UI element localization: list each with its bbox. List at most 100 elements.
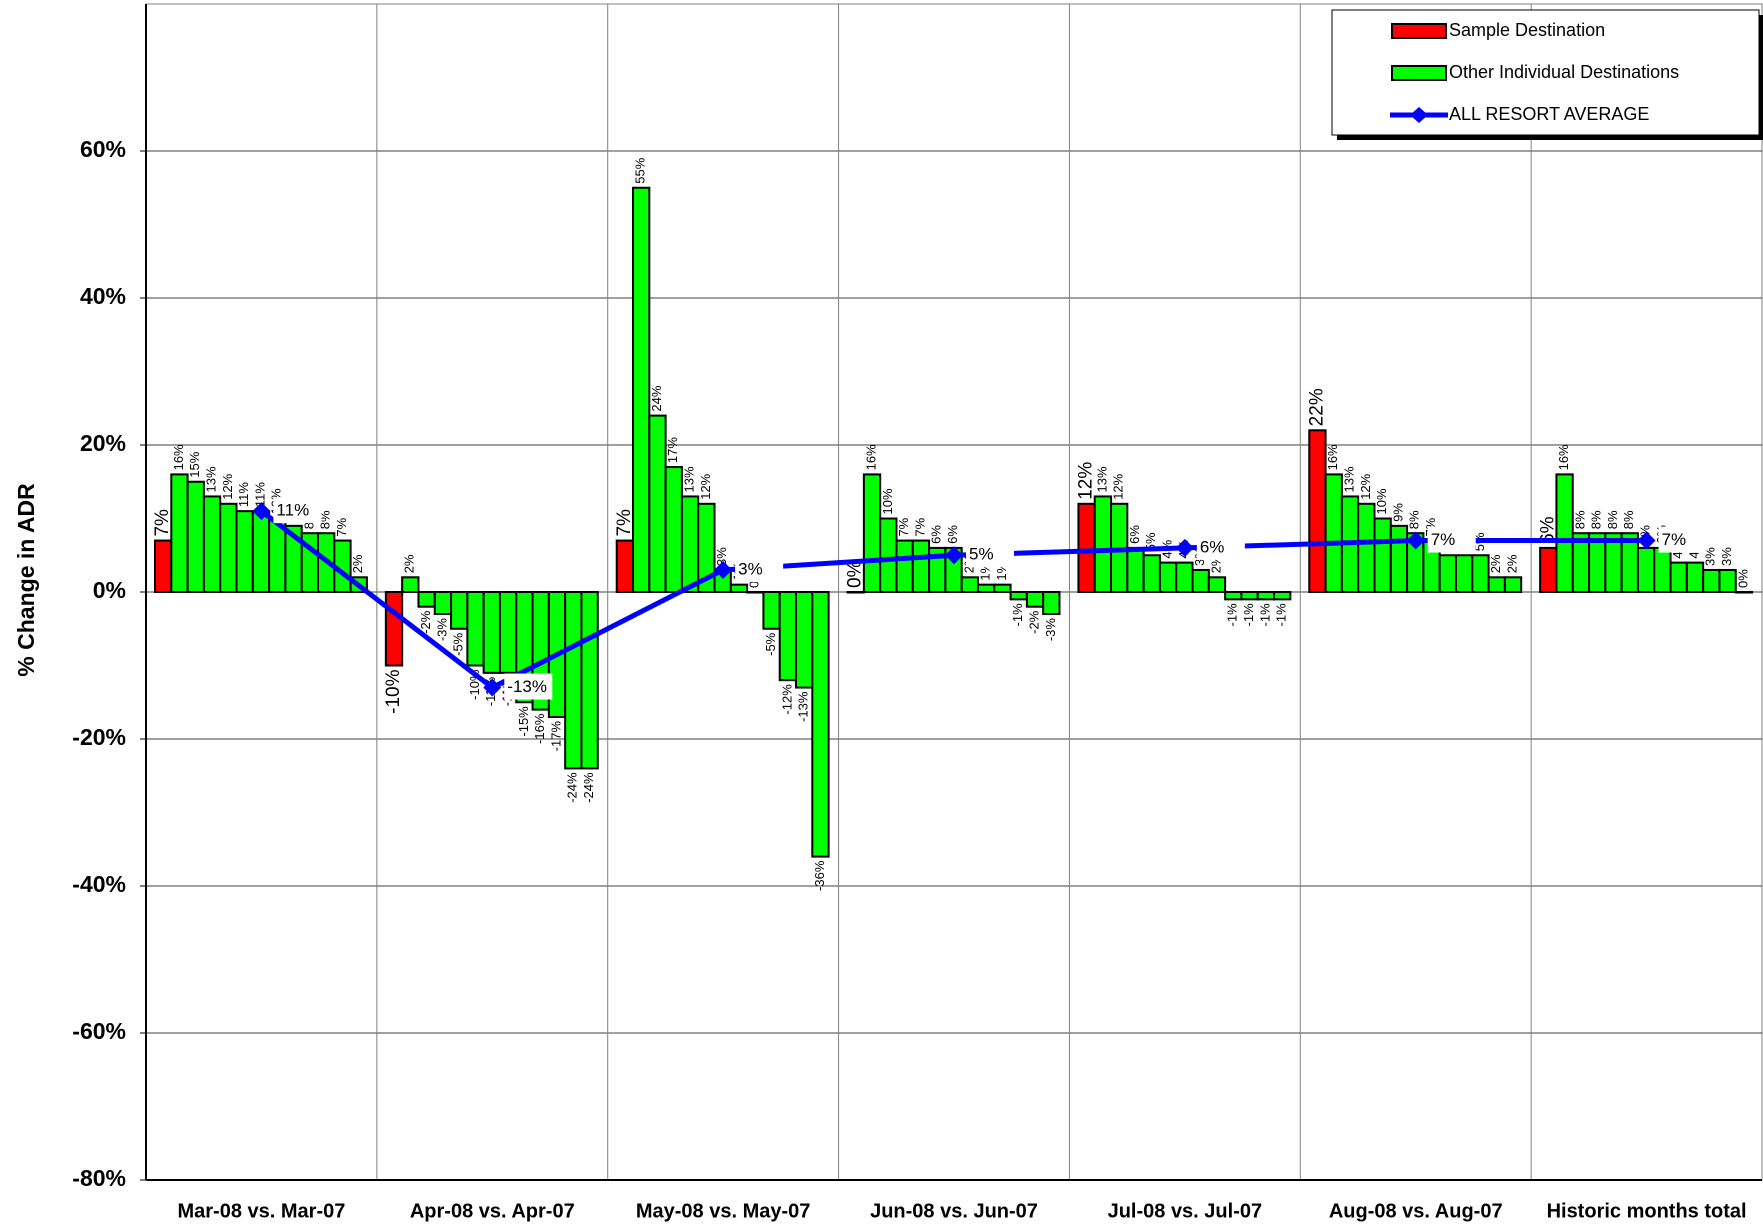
- data-label: -17%: [548, 721, 563, 752]
- marker: [1637, 531, 1656, 550]
- bar: [498, 591, 518, 674]
- label-bg: [966, 541, 1014, 568]
- bar: [1702, 568, 1721, 594]
- data-label: 7%: [1431, 530, 1456, 549]
- data-label: 0%: [845, 560, 866, 588]
- bar: [1093, 495, 1113, 594]
- data-label: 6%: [929, 525, 944, 544]
- bar: [1142, 554, 1161, 593]
- data-label: 10%: [1374, 488, 1389, 514]
- data-label: 3%: [1719, 547, 1734, 566]
- bar: [1025, 591, 1045, 608]
- bar: [632, 186, 651, 593]
- bar: [1555, 473, 1574, 593]
- bar: [746, 591, 765, 594]
- bar: [401, 576, 420, 593]
- bar: [976, 583, 996, 594]
- y-tick-label: -40%: [72, 871, 126, 897]
- x-tick-label: Jun-08 vs. Jun-07: [870, 1200, 1038, 1222]
- y-tick-label: 20%: [80, 430, 126, 456]
- data-label: 24%: [649, 385, 664, 411]
- marker: [945, 546, 963, 565]
- bar: [1357, 502, 1376, 593]
- data-label: 3%: [714, 547, 729, 566]
- bar: [1636, 546, 1656, 594]
- x-tick-label: Jul-08 vs. Jul-07: [1108, 1200, 1263, 1222]
- bar: [482, 591, 501, 674]
- data-label: 0%: [1735, 569, 1750, 588]
- data-label: -1%: [1274, 603, 1289, 627]
- data-label: 10%: [880, 488, 895, 514]
- data-label: -10%: [383, 669, 404, 713]
- data-label: 8%: [1407, 510, 1422, 529]
- data-label: 13%: [682, 466, 697, 492]
- data-label: 6%: [1537, 516, 1558, 544]
- bar: [879, 517, 898, 593]
- bar: [1077, 502, 1096, 593]
- bar: [1685, 561, 1705, 593]
- data-label: 11%: [276, 501, 309, 520]
- marker: [714, 560, 733, 579]
- y-tick-label: 60%: [80, 136, 126, 162]
- y-tick-label: -20%: [72, 724, 126, 750]
- bar: [1718, 568, 1737, 594]
- data-label: 8%: [1572, 510, 1587, 529]
- data-label: 7%: [1662, 530, 1687, 549]
- x-tick-label: Apr-08 vs. Apr-07: [410, 1200, 575, 1222]
- bar: [762, 591, 781, 630]
- bar: [1191, 568, 1210, 594]
- data-label: 9%: [1390, 503, 1405, 522]
- data-label: 7%: [896, 517, 911, 536]
- bar: [1734, 591, 1754, 594]
- data-label: 3%: [738, 559, 763, 578]
- data-label: 2%: [402, 554, 417, 573]
- data-label: -2%: [418, 610, 433, 634]
- data-label: 7%: [334, 517, 349, 536]
- data-label: 16%: [171, 444, 186, 470]
- bar: [219, 502, 238, 593]
- marker: [1406, 531, 1425, 550]
- y-tick-label: 40%: [80, 283, 126, 309]
- bar: [1438, 554, 1457, 593]
- bar: [993, 583, 1012, 594]
- data-label: -1%: [1010, 603, 1025, 627]
- data-label: 12%: [1358, 473, 1373, 499]
- bar: [450, 591, 469, 630]
- data-label: 2%: [350, 554, 365, 573]
- bar: [1539, 546, 1558, 594]
- y-axis-label: % Change in ADR: [13, 483, 39, 677]
- bar: [795, 591, 814, 689]
- bar: [1175, 561, 1194, 593]
- label-bg: [1658, 526, 1707, 553]
- data-label: 7%: [912, 517, 927, 536]
- bar: [960, 576, 979, 593]
- bar: [1009, 591, 1028, 601]
- marker: [1175, 538, 1194, 557]
- data-label: 8%: [1621, 510, 1636, 529]
- bar: [564, 591, 583, 770]
- data-label: 16%: [1325, 444, 1340, 470]
- legend-swatch: [1391, 23, 1447, 39]
- data-label: 12%: [1076, 462, 1097, 500]
- bar: [170, 473, 189, 593]
- data-label: 16%: [1556, 444, 1571, 470]
- data-label: 6%: [1127, 525, 1142, 544]
- data-label: 55%: [633, 157, 648, 183]
- bar: [202, 495, 222, 594]
- bar: [384, 591, 404, 667]
- bar: [1487, 576, 1506, 593]
- bar: [846, 591, 865, 594]
- bar: [1389, 524, 1409, 593]
- data-label: -5%: [763, 632, 778, 656]
- bar: [433, 591, 453, 616]
- bar: [1042, 591, 1061, 616]
- data-label: 7%: [614, 509, 635, 537]
- data-label: 17%: [665, 437, 680, 463]
- bar: [1454, 554, 1474, 593]
- data-label: -13%: [507, 677, 547, 696]
- data-label: 6%: [945, 525, 960, 544]
- bar: [1256, 591, 1276, 601]
- y-tick-label: 0%: [93, 577, 126, 603]
- bar: [1471, 554, 1490, 593]
